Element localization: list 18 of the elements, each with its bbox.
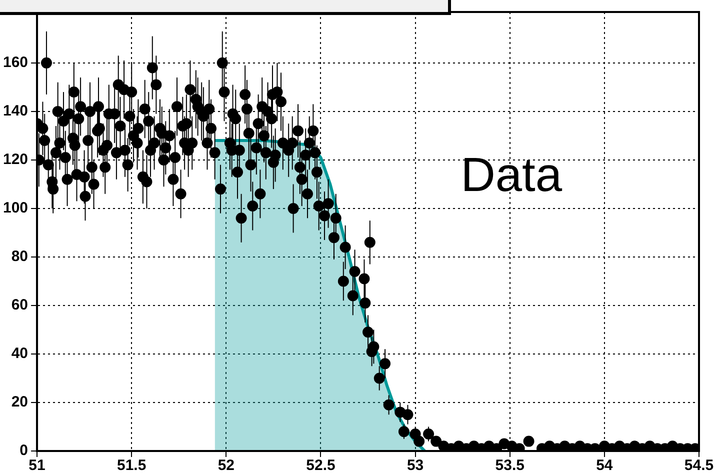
x-tick-label: 51 [28, 457, 46, 474]
y-tick-label: 40 [11, 345, 28, 362]
y-tick-label: 0 [20, 442, 28, 460]
y-tick-label: 80 [11, 248, 28, 266]
x-tick-label: 54 [596, 457, 614, 474]
x-tick-label: 53.5 [495, 457, 524, 474]
x-tick-label: 54.5 [684, 457, 714, 474]
y-tick-label: 100 [2, 200, 28, 217]
x-tick-label: 52 [218, 457, 235, 474]
annotation: Data [460, 149, 562, 202]
y-tick-label: 60 [11, 296, 28, 314]
y-tick-label: 120 [2, 151, 28, 168]
y-tick-label: 140 [2, 102, 28, 120]
x-tick-label: 53 [406, 457, 424, 474]
y-tick-label: 160 [2, 54, 28, 72]
x-tick-label: 52.5 [306, 457, 336, 474]
x-tick-label: 51.5 [116, 457, 146, 474]
y-tick-label: 20 [11, 394, 28, 411]
